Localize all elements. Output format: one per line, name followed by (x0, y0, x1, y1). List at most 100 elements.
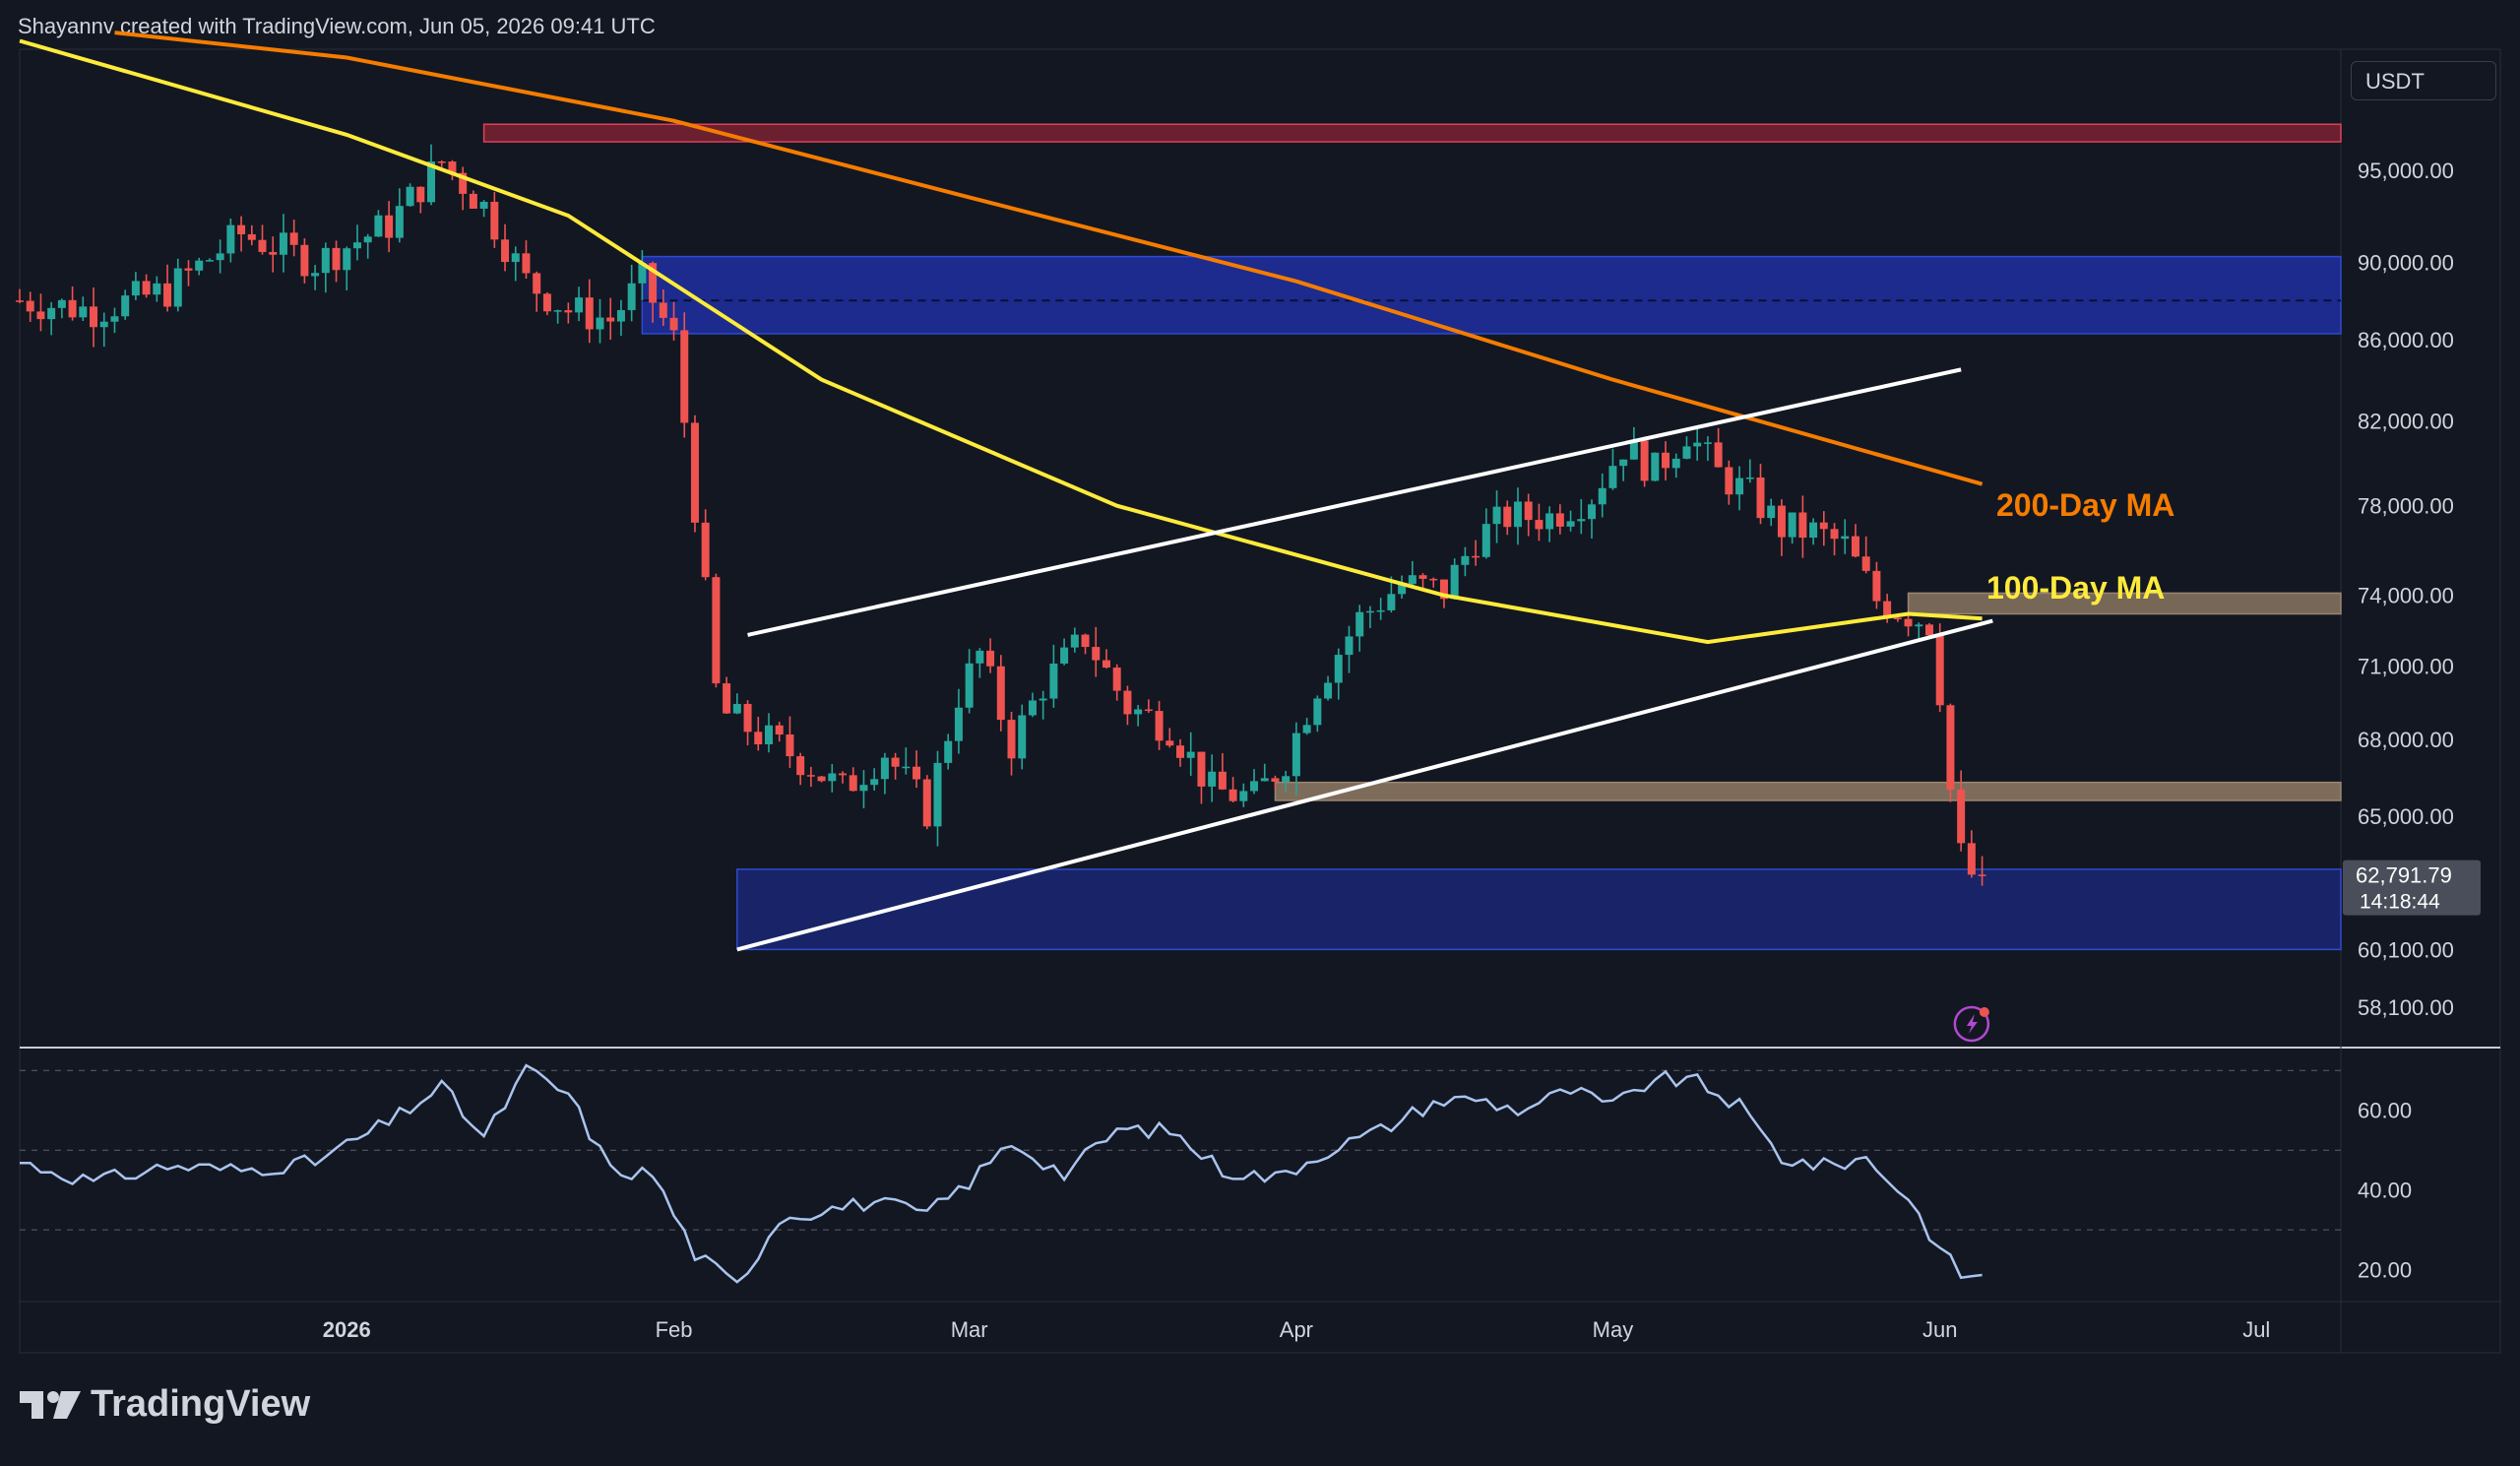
candle-body (1292, 733, 1300, 777)
candle-body (1324, 682, 1333, 699)
candle-body (1924, 624, 1933, 636)
candle-body (1112, 668, 1121, 691)
candle-body (880, 757, 889, 780)
zone-red-supply (482, 123, 2342, 143)
ma200-label: 200-Day MA (1996, 487, 2174, 523)
candle-body (690, 422, 699, 523)
notification-dot (1979, 1007, 1989, 1017)
candle-body (1282, 776, 1291, 782)
candle-body (585, 297, 594, 330)
candle-body (1355, 611, 1364, 637)
candle-body (1176, 745, 1184, 758)
tradingview-logo-text: TradingView (91, 1383, 311, 1425)
lightning-icon (1966, 1014, 1978, 1034)
tradingview-logo[interactable]: TradingView (20, 1383, 310, 1426)
time-axis-tick: Apr (1280, 1317, 1313, 1342)
zone-tan-resistance (1907, 592, 2342, 615)
channel-upper-line[interactable] (747, 367, 1962, 637)
rsi-axis-tick: 40.00 (2358, 1179, 2412, 1203)
candle-body (79, 306, 88, 318)
candle-body (163, 283, 172, 307)
candle-body (1861, 556, 1870, 571)
candle-body (1134, 709, 1143, 715)
candle-body (1070, 634, 1079, 648)
candle-body (1376, 609, 1385, 612)
candle-body (459, 172, 468, 194)
candle-body (1481, 524, 1490, 557)
candle-body (1398, 584, 1407, 595)
candle-body (237, 224, 246, 234)
candle-body (427, 161, 436, 203)
candle-body (1809, 522, 1818, 539)
candle-body (817, 776, 826, 782)
channel-lower-line[interactable] (736, 618, 1993, 952)
candle-body (1123, 690, 1132, 715)
candle-body (469, 193, 477, 209)
rsi-line (20, 1063, 1983, 1284)
candle-body (913, 766, 921, 780)
candle-body (849, 775, 857, 792)
candle-body (1197, 751, 1206, 787)
candle-body (1524, 501, 1533, 521)
candle-body (205, 260, 214, 262)
candle-body (300, 244, 309, 277)
candle-body (976, 650, 984, 664)
candle-body (649, 263, 658, 303)
candle-body (522, 253, 531, 274)
candle-body (754, 732, 763, 745)
time-axis-tick: 2026 (323, 1317, 371, 1342)
price-axis-tick: 74,000.00 (2358, 584, 2454, 608)
candle-body (870, 779, 879, 786)
candle-body (638, 263, 647, 284)
candle-body (437, 161, 446, 163)
candle-body (1577, 519, 1586, 522)
event-marker-icon[interactable] (1953, 1005, 1990, 1043)
candle-body (448, 161, 457, 173)
candle-body (542, 293, 551, 312)
candle-body (279, 232, 287, 255)
candle-body (1028, 700, 1037, 716)
time-axis-tick: Jul (2242, 1317, 2270, 1342)
candle-body (1978, 874, 1986, 876)
last-price-tag (2343, 860, 2481, 916)
candle-body (828, 773, 837, 782)
candle-body (385, 215, 394, 238)
candle-body (1598, 487, 1606, 505)
candle-body (659, 302, 667, 318)
candle-body (1535, 520, 1544, 530)
candle-body (933, 762, 942, 827)
candle-body (839, 773, 848, 776)
currency-selector[interactable]: USDT (2351, 61, 2496, 100)
candle-body (1503, 506, 1512, 528)
candle-body (501, 239, 510, 263)
candle-body (1260, 778, 1269, 782)
candle-body (1155, 711, 1164, 741)
candle-body (902, 766, 911, 769)
candle-body (153, 283, 161, 295)
candle-body (1957, 790, 1966, 844)
ma100-label: 100-Day MA (1986, 570, 2165, 606)
candle-body (1472, 555, 1480, 558)
candle-body (1302, 725, 1311, 733)
candle-body (343, 248, 351, 271)
candle-body (1429, 578, 1438, 581)
candle-body (195, 260, 204, 271)
price-axis-tick: 78,000.00 (2358, 494, 2454, 519)
time-axis-tick: Feb (656, 1317, 693, 1342)
price-axis-tick: 58,100.00 (2358, 995, 2454, 1020)
candle-body (1851, 536, 1859, 557)
candle-body (1102, 660, 1110, 669)
time-axis-tick: Jun (1922, 1317, 1957, 1342)
candle-body (1408, 575, 1417, 585)
candle-body (258, 239, 267, 252)
chart-frame (19, 48, 2501, 1354)
candle-body (796, 756, 805, 776)
candle-body (1007, 720, 1016, 759)
time-axis-tick: Mar (951, 1317, 988, 1342)
candle-body (806, 775, 815, 777)
candle-body (922, 779, 931, 827)
candle-body (1271, 778, 1280, 782)
candle-body (269, 251, 278, 255)
rsi-axis-tick: 60.00 (2358, 1099, 2412, 1123)
